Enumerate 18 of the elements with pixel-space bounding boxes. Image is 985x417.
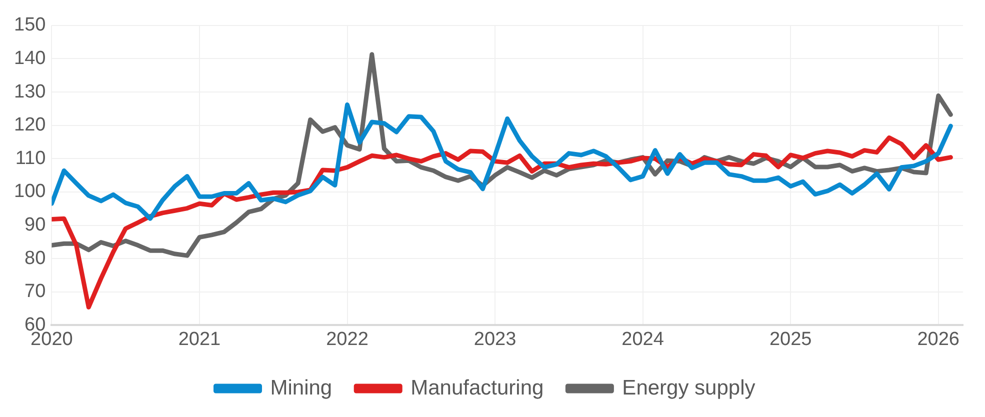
- legend-label: Energy supply: [622, 376, 756, 400]
- y-tick-label: 130: [14, 81, 46, 102]
- y-tick-label: 70: [24, 281, 46, 302]
- x-tick-label: 2024: [622, 328, 664, 350]
- y-tick-label: 120: [14, 114, 46, 136]
- y-tick-label: 110: [15, 148, 46, 169]
- y-tick-label: 140: [14, 48, 46, 69]
- x-tick-label: 2022: [326, 328, 368, 350]
- x-tick-label: 2026: [917, 328, 960, 350]
- legend-label: Mining: [270, 376, 332, 400]
- y-tick-label: 80: [24, 248, 46, 269]
- y-tick-label: 100: [14, 181, 46, 202]
- x-tick-label: 2025: [769, 328, 812, 350]
- y-tick-label: 150: [14, 14, 46, 36]
- y-tick-label: 90: [24, 214, 46, 236]
- legend-label: Manufacturing: [410, 376, 544, 400]
- x-tick-label: 2023: [474, 328, 516, 350]
- x-tick-label: 2021: [178, 328, 221, 350]
